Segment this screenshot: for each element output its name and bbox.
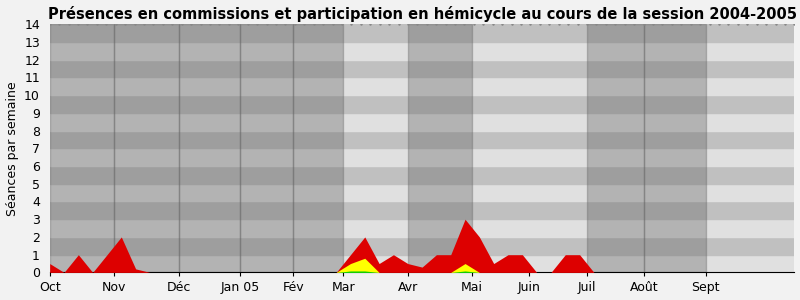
- Bar: [293, 24, 343, 272]
- Title: Présences en commissions et participation en hémicycle au cours de la session 20: Présences en commissions et participatio…: [47, 6, 797, 22]
- Bar: [50, 166, 794, 184]
- Y-axis label: Séances par semaine: Séances par semaine: [6, 81, 18, 216]
- Bar: [50, 202, 794, 219]
- Bar: [408, 24, 472, 272]
- Bar: [178, 24, 240, 272]
- Bar: [50, 237, 794, 255]
- Bar: [50, 148, 794, 166]
- Bar: [50, 77, 794, 95]
- Bar: [50, 60, 794, 77]
- Bar: [240, 24, 293, 272]
- Bar: [50, 24, 114, 272]
- Bar: [50, 42, 794, 60]
- Bar: [50, 255, 794, 272]
- Bar: [50, 219, 794, 237]
- Bar: [50, 113, 794, 130]
- Bar: [644, 24, 706, 272]
- Bar: [50, 95, 794, 113]
- Bar: [50, 130, 794, 148]
- Bar: [50, 184, 794, 202]
- Bar: [586, 24, 644, 272]
- Bar: [114, 24, 178, 272]
- Bar: [50, 24, 794, 42]
